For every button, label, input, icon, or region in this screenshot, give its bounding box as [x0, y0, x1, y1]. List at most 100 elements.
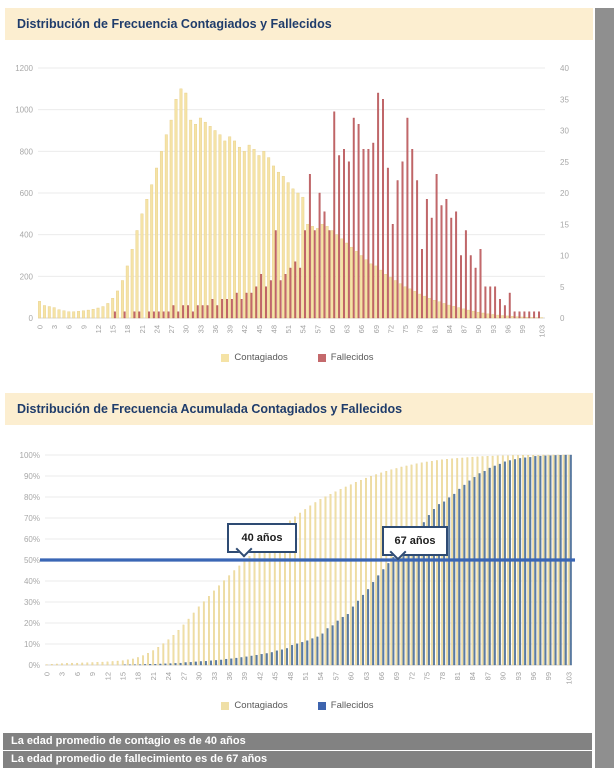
svg-text:10: 10	[560, 252, 569, 261]
legend-item-fallecidos: Fallecidos	[317, 352, 374, 363]
svg-text:63: 63	[343, 325, 352, 333]
svg-text:42: 42	[240, 325, 249, 333]
legend-label-fallecidos-cum: Fallecidos	[330, 700, 374, 711]
svg-text:51: 51	[284, 325, 293, 333]
svg-text:93: 93	[514, 672, 523, 680]
svg-text:84: 84	[445, 325, 454, 333]
svg-text:57: 57	[313, 325, 322, 333]
svg-text:90: 90	[499, 672, 508, 680]
svg-text:66: 66	[357, 325, 366, 333]
svg-text:96: 96	[503, 325, 512, 333]
svg-text:200: 200	[20, 272, 34, 281]
legend-item-contagiados-cum: Contagiados	[221, 700, 288, 711]
svg-text:60: 60	[328, 325, 337, 333]
svg-text:20%: 20%	[24, 619, 40, 628]
svg-text:60: 60	[347, 672, 356, 680]
svg-text:87: 87	[460, 325, 469, 333]
svg-text:103: 103	[538, 325, 547, 338]
svg-text:45: 45	[255, 325, 264, 333]
svg-text:72: 72	[407, 672, 416, 680]
svg-text:12: 12	[94, 325, 103, 333]
frequency-chart-legend: Contagiados Fallecidos	[0, 352, 595, 363]
svg-text:1200: 1200	[15, 64, 33, 73]
svg-text:75: 75	[423, 672, 432, 680]
svg-text:50%: 50%	[24, 556, 40, 565]
svg-text:42: 42	[255, 672, 264, 680]
svg-text:54: 54	[316, 672, 325, 680]
svg-text:27: 27	[179, 672, 188, 680]
svg-text:99: 99	[518, 325, 527, 333]
svg-text:87: 87	[483, 672, 492, 680]
annotation-67-anos: 67 años	[382, 526, 448, 556]
svg-text:57: 57	[331, 672, 340, 680]
svg-text:72: 72	[386, 325, 395, 333]
svg-text:3: 3	[50, 325, 59, 329]
fallecidos-cum-swatch	[317, 701, 326, 710]
legend-item-fallecidos-cum: Fallecidos	[317, 700, 374, 711]
svg-text:99: 99	[544, 672, 553, 680]
svg-text:21: 21	[149, 672, 158, 680]
svg-text:15: 15	[119, 672, 128, 680]
annotation-40-anos: 40 años	[227, 523, 297, 553]
svg-text:69: 69	[372, 325, 381, 333]
svg-text:30%: 30%	[24, 598, 40, 607]
svg-text:103: 103	[564, 672, 573, 685]
svg-text:5: 5	[560, 283, 565, 292]
svg-text:30: 30	[182, 325, 191, 333]
svg-text:90: 90	[474, 325, 483, 333]
svg-text:18: 18	[134, 672, 143, 680]
svg-text:21: 21	[138, 325, 147, 333]
legend-label-contagiados: Contagiados	[234, 352, 288, 363]
section-title-cumulative: Distribución de Frecuencia Acumulada Con…	[5, 393, 593, 425]
svg-text:24: 24	[164, 672, 173, 680]
svg-text:33: 33	[210, 672, 219, 680]
svg-text:6: 6	[73, 672, 82, 676]
svg-text:10%: 10%	[24, 640, 40, 649]
svg-text:80%: 80%	[24, 493, 40, 502]
svg-text:66: 66	[377, 672, 386, 680]
fallecidos-swatch	[317, 353, 326, 362]
svg-text:0: 0	[35, 325, 44, 329]
svg-text:600: 600	[20, 189, 34, 198]
svg-text:78: 78	[416, 325, 425, 333]
svg-text:48: 48	[286, 672, 295, 680]
legend-item-contagiados: Contagiados	[221, 352, 288, 363]
svg-text:15: 15	[109, 325, 118, 333]
svg-text:25: 25	[560, 158, 569, 167]
svg-text:9: 9	[79, 325, 88, 329]
svg-text:33: 33	[196, 325, 205, 333]
section-title-frequency: Distribución de Frecuencia Contagiados y…	[5, 8, 593, 40]
cumulative-chart-canvas: 0%10%20%30%40%50%60%70%80%90%100%0 3 6 9 12 1…	[20, 451, 575, 685]
svg-text:39: 39	[226, 325, 235, 333]
svg-text:40: 40	[560, 64, 569, 73]
legend-label-contagiados-cum: Contagiados	[234, 700, 288, 711]
svg-text:84: 84	[468, 672, 477, 680]
svg-text:36: 36	[211, 325, 220, 333]
contagiados-swatch	[221, 353, 230, 362]
svg-text:9: 9	[88, 672, 97, 676]
svg-text:45: 45	[271, 672, 280, 680]
svg-text:75: 75	[401, 325, 410, 333]
svg-text:90%: 90%	[24, 472, 40, 481]
svg-text:100%: 100%	[20, 451, 40, 460]
svg-text:54: 54	[299, 325, 308, 333]
svg-text:24: 24	[152, 325, 161, 333]
svg-text:3: 3	[58, 672, 67, 676]
svg-text:63: 63	[362, 672, 371, 680]
svg-text:69: 69	[392, 672, 401, 680]
page-right-margin	[595, 8, 614, 768]
svg-text:40%: 40%	[24, 577, 40, 586]
svg-text:0: 0	[560, 314, 565, 323]
svg-text:81: 81	[453, 672, 462, 680]
svg-text:15: 15	[560, 220, 569, 229]
svg-text:400: 400	[20, 231, 34, 240]
svg-text:12: 12	[103, 672, 112, 680]
svg-text:27: 27	[167, 325, 176, 333]
svg-text:51: 51	[301, 672, 310, 680]
svg-text:1000: 1000	[15, 106, 33, 115]
svg-text:70%: 70%	[24, 514, 40, 523]
svg-text:78: 78	[438, 672, 447, 680]
svg-text:93: 93	[489, 325, 498, 333]
